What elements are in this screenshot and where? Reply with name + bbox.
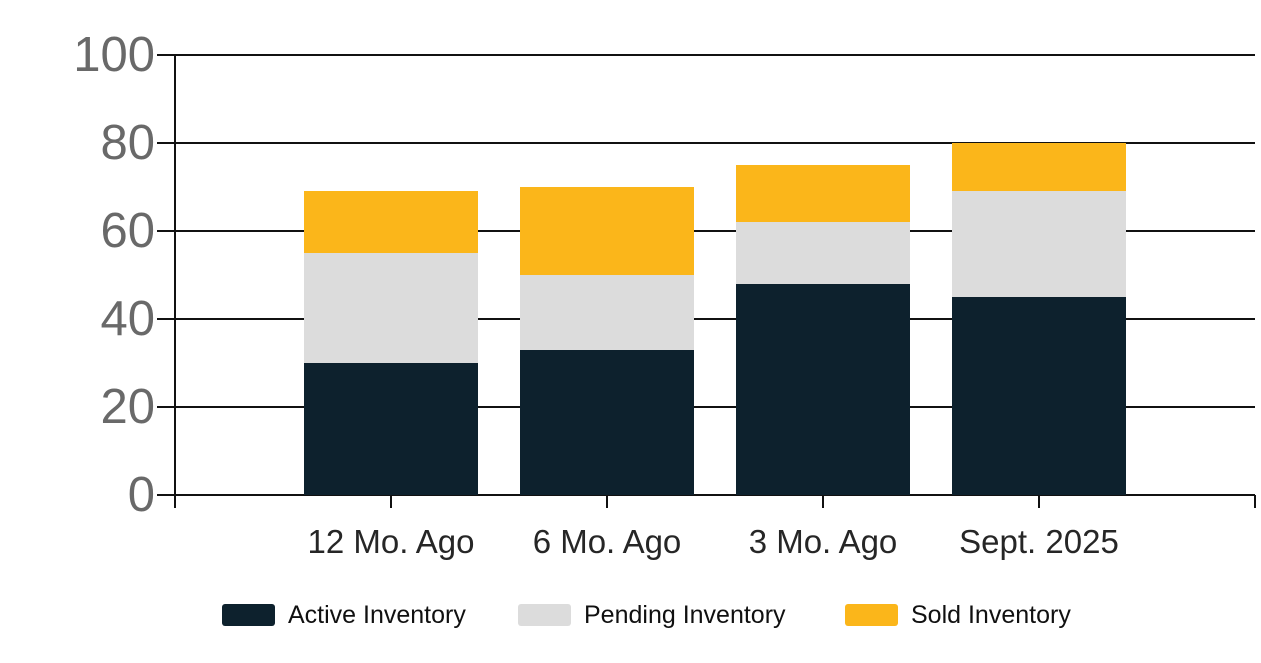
- bar-12-mo-ago: [304, 191, 478, 495]
- legend-label: Active Inventory: [288, 601, 466, 629]
- y-axis-tick: [157, 494, 175, 496]
- y-axis-tick-label: 100: [73, 28, 155, 82]
- x-axis-tick: [174, 495, 176, 508]
- legend-item-pending-inventory: Pending Inventory: [518, 601, 786, 629]
- bar-segment-sold-inventory: [952, 143, 1126, 192]
- x-axis-tick: [606, 495, 608, 508]
- gridline-y-80: [175, 142, 1255, 144]
- y-axis-tick: [157, 406, 175, 408]
- x-axis-tick: [822, 495, 824, 508]
- y-axis-tick-label: 20: [100, 380, 155, 434]
- legend-item-active-inventory: Active Inventory: [222, 601, 466, 629]
- bar-6-mo-ago: [520, 187, 694, 495]
- y-axis-tick-label: 40: [100, 292, 155, 346]
- x-axis-tick-label: 6 Mo. Ago: [532, 523, 682, 560]
- legend-swatch-icon: [222, 604, 275, 626]
- legend-label: Sold Inventory: [911, 601, 1071, 629]
- legend-item-sold-inventory: Sold Inventory: [845, 601, 1071, 629]
- bar-sept-2025: [952, 143, 1126, 495]
- legend-label: Pending Inventory: [584, 601, 786, 629]
- bar-segment-active-inventory: [952, 297, 1126, 495]
- y-axis-tick: [157, 54, 175, 56]
- x-axis-tick: [1038, 495, 1040, 508]
- bar-segment-pending-inventory: [736, 222, 910, 284]
- bar-segment-pending-inventory: [520, 275, 694, 350]
- bar-segment-sold-inventory: [520, 187, 694, 276]
- bar-3-mo-ago: [736, 165, 910, 495]
- y-axis-tick-label: 0: [127, 468, 155, 522]
- gridline-y-40: [175, 318, 1255, 320]
- bar-segment-sold-inventory: [304, 191, 478, 253]
- y-axis-tick-label: 80: [100, 116, 155, 170]
- legend-swatch-icon: [845, 604, 898, 626]
- legend-swatch-icon: [518, 604, 571, 626]
- gridline-y-60: [175, 230, 1255, 232]
- x-axis-tick: [390, 495, 392, 508]
- bar-segment-pending-inventory: [304, 252, 478, 363]
- gridline-y-0: [175, 494, 1255, 496]
- bar-segment-pending-inventory: [952, 191, 1126, 297]
- x-axis-tick-label: Sept. 2025: [959, 523, 1119, 560]
- y-axis-tick: [157, 142, 175, 144]
- gridline-y-100: [175, 54, 1255, 56]
- bar-segment-active-inventory: [736, 283, 910, 495]
- x-axis-tick: [1254, 495, 1256, 508]
- bar-segment-sold-inventory: [736, 165, 910, 223]
- y-axis-tick: [157, 230, 175, 232]
- x-axis-tick-label: 12 Mo. Ago: [307, 523, 475, 560]
- y-axis-tick-label: 60: [100, 204, 155, 258]
- y-axis-line: [174, 55, 176, 495]
- bar-segment-active-inventory: [520, 349, 694, 495]
- x-axis-tick-label: 3 Mo. Ago: [748, 523, 898, 560]
- bar-segment-active-inventory: [304, 362, 478, 495]
- gridline-y-20: [175, 406, 1255, 408]
- y-axis-tick: [157, 318, 175, 320]
